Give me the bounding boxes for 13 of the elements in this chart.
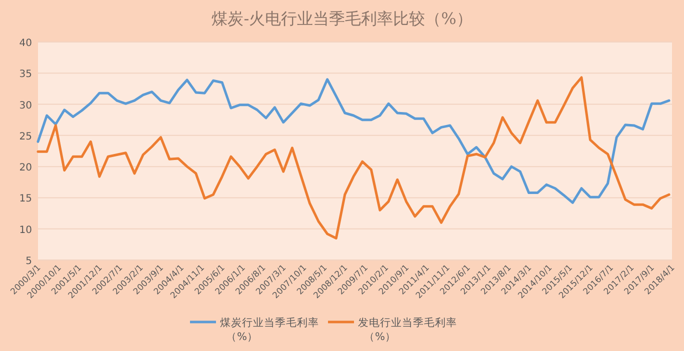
y-tick-label: 25 bbox=[19, 131, 32, 142]
line-series bbox=[36, 78, 670, 204]
y-tick-label: 35 bbox=[19, 69, 32, 80]
chart-title: 煤炭-火电行业当季毛利率比较（%） bbox=[212, 9, 472, 28]
legend-label: 发电行业当季毛利率（%） bbox=[358, 316, 457, 343]
legend-label: 煤炭行业当季毛利率（%） bbox=[220, 316, 319, 343]
line-series bbox=[36, 76, 670, 240]
y-tick-label: 10 bbox=[19, 224, 32, 236]
y-tick-label: 20 bbox=[19, 162, 32, 174]
y-tick-label: 40 bbox=[19, 38, 32, 49]
y-tick-label: 5 bbox=[26, 256, 32, 267]
y-tick-label: 15 bbox=[19, 194, 32, 205]
y-tick-label: 30 bbox=[19, 100, 32, 112]
